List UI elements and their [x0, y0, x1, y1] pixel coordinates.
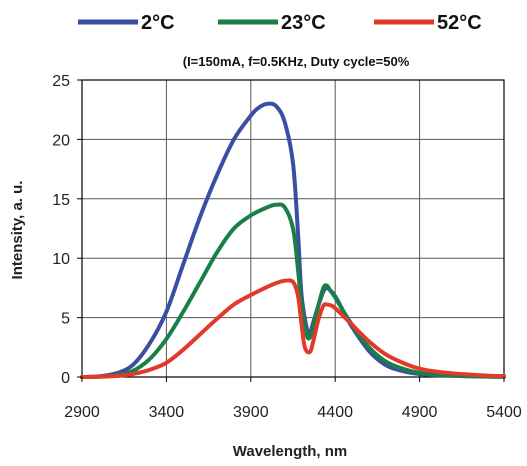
x-tick-label: 4900 — [402, 404, 438, 421]
x-tick-label: 5400 — [486, 404, 522, 421]
x-tick-label: 3900 — [233, 404, 269, 421]
x-axis-ticks: 2900 3400 3900 4400 4900 5400 — [64, 377, 522, 421]
legend-label-3: 52°C — [437, 12, 482, 34]
x-axis-label: Wavelength, nm — [233, 443, 347, 460]
series-layer — [80, 101, 506, 379]
series-line-2 — [80, 202, 506, 379]
plot-area — [81, 79, 505, 378]
y-tick-label: 5 — [61, 311, 70, 328]
y-tick-label: 10 — [52, 251, 70, 268]
chart-subtitle: (I=150mA, f=0.5KHz, Duty cycle=50% — [183, 54, 410, 69]
series-line-3 — [80, 278, 506, 379]
y-tick-label: 25 — [52, 73, 70, 90]
y-axis-label: Intensity, a. u. — [9, 181, 26, 280]
y-tick-label: 20 — [52, 132, 70, 149]
x-tick-label: 4400 — [317, 404, 353, 421]
legend-label-1: 2°C — [141, 12, 175, 34]
x-tick-label: 2900 — [64, 404, 100, 421]
y-tick-label: 15 — [52, 192, 70, 209]
x-tick-label: 3400 — [149, 404, 185, 421]
grid — [82, 80, 504, 377]
legend: 2°C 23°C 52°C — [78, 12, 482, 34]
legend-label-2: 23°C — [281, 12, 326, 34]
y-tick-label: 0 — [61, 370, 70, 387]
y-axis-ticks: 0 5 10 15 20 25 — [52, 73, 82, 387]
